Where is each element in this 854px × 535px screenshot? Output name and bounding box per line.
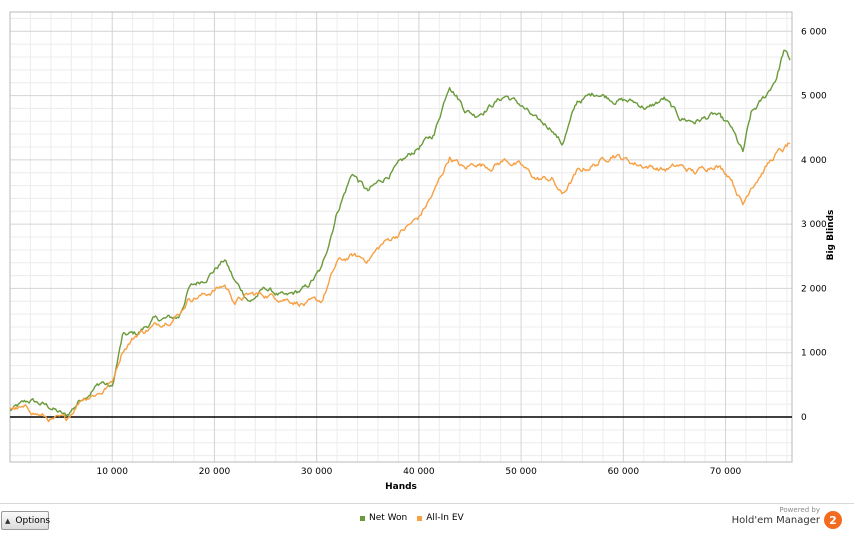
chart: 10 000 20 000 30 000 40 000 50 000 60 000 70 0… [9,11,836,492]
series-line-all-in-ev [9,142,791,423]
x-tick-label: 40 000 [403,467,435,477]
brand-name: Hold'em Manager [731,515,820,526]
major-grid [10,12,792,462]
x-tick-label: 30 000 [301,467,333,477]
minor-grid [10,12,792,462]
y-tick-label: 3 000 [801,220,827,230]
x-tick-label: 70 000 [710,467,742,477]
legend-label-net-won: Net Won [369,513,408,523]
y-axis-ticks: 0 1 000 2 000 3 000 4 000 5 000 6 000 [801,27,827,423]
bottom-toolbar: ▲ Options Net Won All-In EV Powered by H… [0,503,854,535]
legend-label-all-in-ev: All-In EV [426,513,464,523]
collapse-arrow-icon: ▲ [5,516,11,525]
brand: Powered by Hold'em Manager [732,505,820,527]
series-layer [9,49,791,423]
x-tick-label: 50 000 [505,467,537,477]
y-tick-label: 0 [801,413,807,423]
options-label: Options [15,515,51,526]
y-tick-label: 2 000 [801,284,827,294]
legend-item-net-won[interactable]: Net Won [360,513,407,523]
plot-frame [9,11,793,463]
x-axis-title: Hands [385,482,417,492]
y-tick-label: 1 000 [801,349,827,359]
x-tick-label: 20 000 [199,467,231,477]
legend-item-all-in-ev[interactable]: All-In EV [417,513,464,523]
legend-swatch-all-in-ev [417,515,423,521]
legend: Net Won All-In EV [360,513,464,523]
y-tick-label: 5 000 [801,92,827,102]
legend-swatch-net-won [360,515,365,521]
y-axis-title: Big Blinds [826,210,836,261]
x-axis-ticks: 10 000 20 000 30 000 40 000 50 000 60 000 70 0… [96,467,741,477]
x-tick-label: 10 000 [96,467,128,477]
options-button[interactable]: ▲ Options [1,511,51,530]
x-tick-label: 60 000 [608,467,640,477]
powered-by-text: Powered by [779,506,820,514]
hem-logo-icon: 2 [824,511,842,529]
series-line-net-won [9,49,791,418]
y-tick-label: 4 000 [801,156,827,166]
y-tick-label: 6 000 [801,27,827,37]
